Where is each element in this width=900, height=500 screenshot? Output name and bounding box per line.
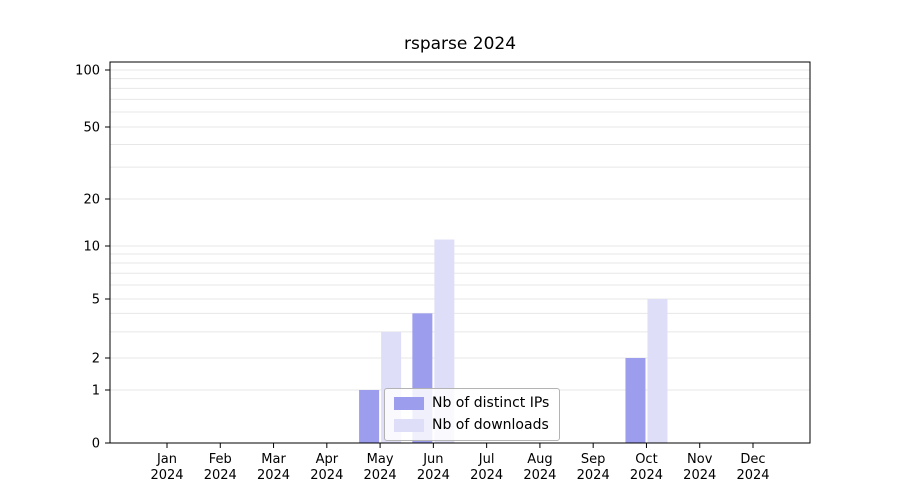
x-tick-label-mar-2024: Mar 2024: [257, 452, 290, 483]
x-tick-label-aug-2024: Aug 2024: [523, 452, 556, 483]
chart-legend: Nb of distinct IPs Nb of downloads: [384, 388, 561, 441]
x-tick-label-sep-2024: Sep 2024: [577, 452, 610, 483]
x-tick-label-may-2024: May 2024: [364, 452, 397, 483]
x-tick-label-jan-2024: Jan 2024: [150, 452, 183, 483]
legend-label-downloads: Nb of downloads: [432, 417, 549, 433]
x-tick-label-oct-2024: Oct 2024: [630, 452, 663, 483]
y-tick-label-100: 100: [75, 64, 100, 79]
x-tick-label-nov-2024: Nov 2024: [683, 452, 716, 483]
x-tick-label-apr-2024: Apr 2024: [310, 452, 343, 483]
legend-label-distinct-ips: Nb of distinct IPs: [432, 395, 550, 411]
y-tick-label-2: 2: [92, 352, 100, 367]
y-tick-label-1: 1: [92, 384, 100, 399]
bar-series0-may-2024: [359, 390, 380, 443]
legend-item-downloads: Nb of downloads: [394, 416, 549, 434]
y-tick-label-10: 10: [83, 240, 100, 255]
legend-swatch-downloads: [394, 418, 424, 432]
y-tick-label-5: 5: [92, 293, 100, 308]
axis-frame: [109, 61, 811, 444]
y-tick-label-0: 0: [92, 437, 100, 452]
legend-item-distinct-ips: Nb of distinct IPs: [394, 394, 549, 412]
y-tick-label-20: 20: [83, 193, 100, 208]
bar-series0-oct-2024: [625, 358, 646, 443]
bar-series1-oct-2024: [647, 299, 668, 443]
legend-swatch-distinct-ips: [394, 396, 424, 410]
x-tick-label-feb-2024: Feb 2024: [204, 452, 237, 483]
x-tick-label-dec-2024: Dec 2024: [736, 452, 769, 483]
y-tick-label-50: 50: [83, 121, 100, 136]
chart-title: rsparse 2024: [403, 34, 517, 54]
x-tick-label-jul-2024: Jul 2024: [470, 452, 503, 483]
x-tick-label-jun-2024: Jun 2024: [417, 452, 450, 483]
